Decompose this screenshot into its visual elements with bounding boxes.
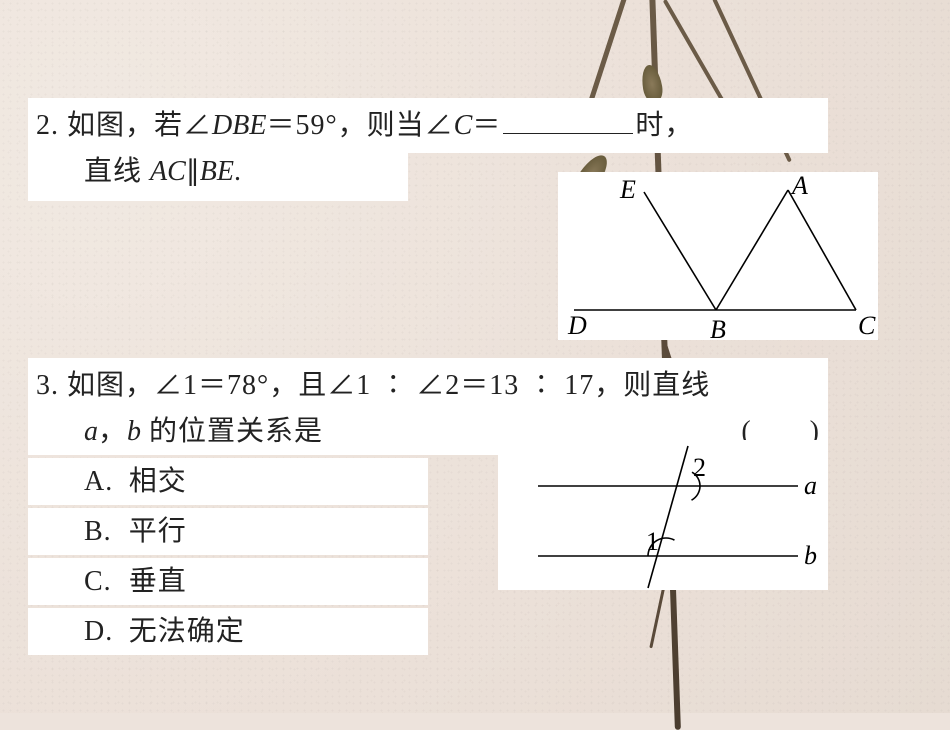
q2-text-b: ＝59°，则当∠ bbox=[266, 110, 453, 141]
option-text: 相交 bbox=[129, 466, 187, 497]
q3-option-b: B.平行 bbox=[28, 508, 428, 555]
svg-text:b: b bbox=[804, 541, 817, 570]
q3-number: 3. bbox=[36, 370, 59, 401]
option-text: 垂直 bbox=[129, 566, 187, 597]
q3-var-b: b bbox=[127, 416, 141, 447]
q3-figure: 1 2 a b bbox=[498, 440, 828, 590]
svg-text:B: B bbox=[710, 315, 726, 340]
q2-line1: 2. 如图，若∠DBE＝59°，则当∠C＝ 时， bbox=[28, 98, 828, 153]
q3-option-d: D.无法确定 bbox=[28, 608, 428, 655]
q2-figure: D B C E A bbox=[558, 172, 878, 340]
q2-text-a: 如图，若∠ bbox=[67, 110, 212, 141]
svg-text:D: D bbox=[567, 311, 587, 340]
q2-var-c: C bbox=[454, 110, 473, 141]
q2-text-c: ＝ bbox=[472, 110, 501, 141]
option-text: 平行 bbox=[129, 516, 187, 547]
svg-text:A: A bbox=[790, 172, 808, 200]
q2-var-dbe: DBE bbox=[212, 110, 266, 141]
q3-line1: 3. 如图，∠1＝78°，且∠1 ∶ ∠2＝13 ∶ 17，则直线 bbox=[28, 358, 828, 413]
option-label: B. bbox=[84, 510, 129, 553]
svg-text:1: 1 bbox=[646, 527, 659, 556]
q3-text-rest: 的位置关系是 bbox=[141, 416, 323, 447]
q2-parallel: ∥ bbox=[186, 156, 200, 187]
option-text: 无法确定 bbox=[129, 616, 245, 647]
q3-var-a: a bbox=[84, 416, 98, 447]
q3-option-c: C.垂直 bbox=[28, 558, 428, 605]
svg-text:a: a bbox=[804, 471, 817, 500]
q3-text-a: 如图，∠1＝78°，且∠1 ∶ ∠2＝13 ∶ 17，则直线 bbox=[67, 370, 710, 401]
q2-var-be: BE bbox=[200, 156, 234, 187]
svg-text:E: E bbox=[619, 175, 636, 204]
q2-text-e: 直线 bbox=[84, 156, 150, 187]
option-label: D. bbox=[84, 610, 129, 653]
q3-comma: ， bbox=[98, 416, 127, 447]
q2-blank bbox=[503, 109, 633, 134]
q2-number: 2. bbox=[36, 110, 59, 141]
q2-line2: 直线 AC∥BE. bbox=[28, 148, 408, 201]
svg-text:C: C bbox=[858, 311, 876, 340]
option-label: C. bbox=[84, 560, 129, 603]
option-label: A. bbox=[84, 460, 129, 503]
svg-text:2: 2 bbox=[693, 453, 706, 482]
q2-period: . bbox=[234, 156, 242, 187]
q2-text-d: 时， bbox=[635, 110, 693, 141]
q3-option-a: A.相交 bbox=[28, 458, 428, 505]
q2-var-ac: AC bbox=[150, 156, 186, 187]
